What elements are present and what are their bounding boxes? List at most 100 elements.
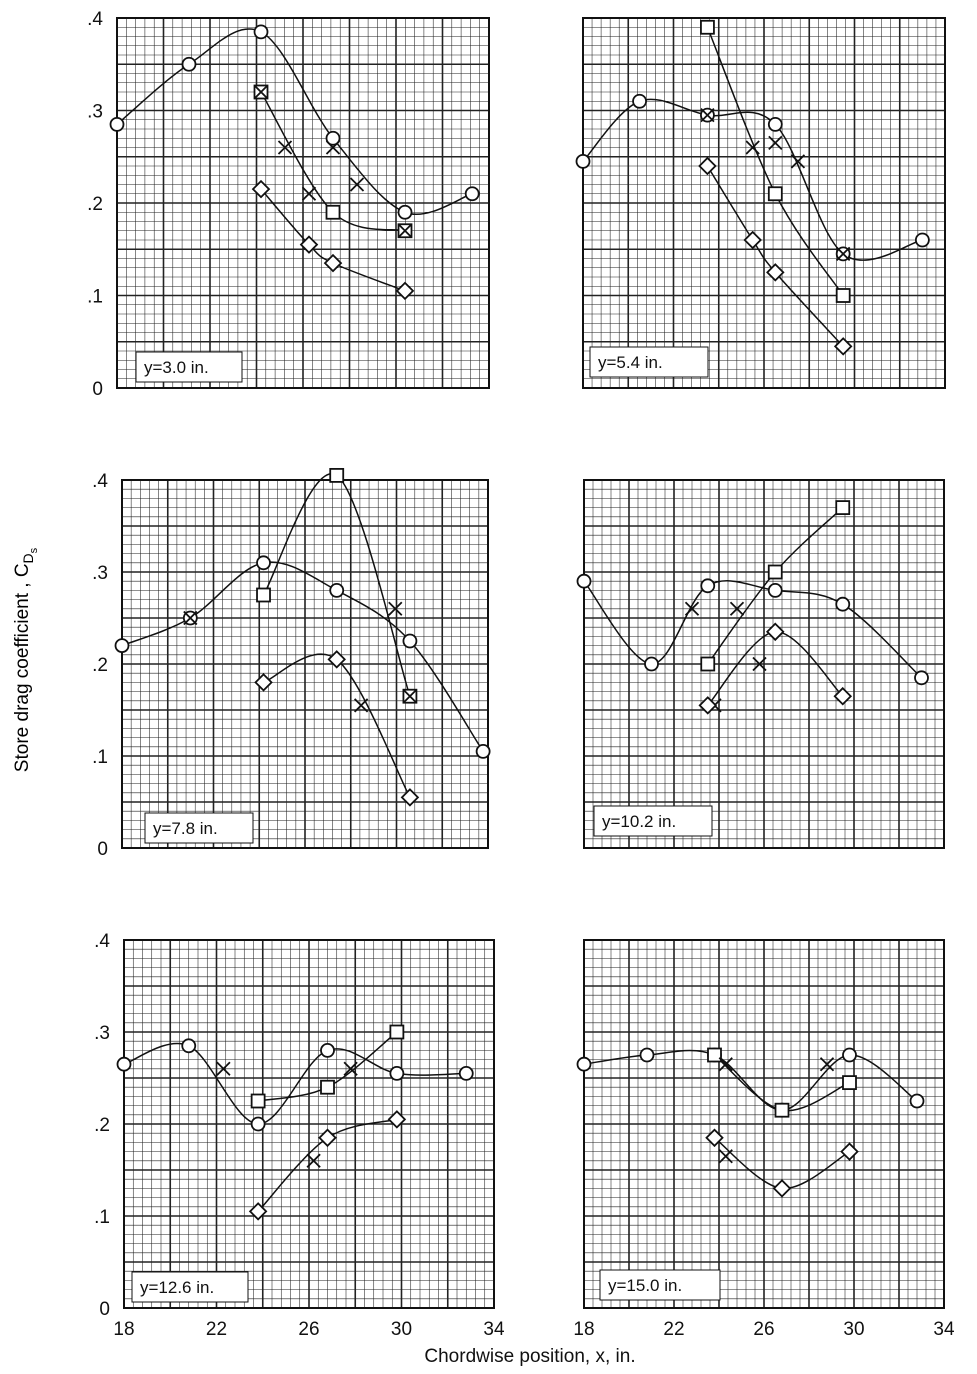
series-diamond bbox=[698, 156, 853, 356]
point-square bbox=[320, 1079, 335, 1095]
panel-3: 0 .1 .2 .3 .4 y=7.8 in. bbox=[92, 467, 491, 860]
series-diamond bbox=[254, 650, 420, 807]
point-circle bbox=[181, 56, 197, 72]
series-circle bbox=[114, 555, 491, 759]
grid bbox=[123, 939, 495, 1309]
point-diamond bbox=[705, 1128, 724, 1148]
plot-frame bbox=[582, 17, 946, 389]
x-tick-label: 18 bbox=[573, 1319, 594, 1340]
plot-frame bbox=[583, 939, 945, 1309]
point-x bbox=[729, 601, 745, 616]
grid bbox=[583, 479, 945, 849]
x-tick-label: 22 bbox=[663, 1319, 684, 1340]
point-circle bbox=[700, 578, 716, 594]
point-circle bbox=[842, 1047, 857, 1063]
point-circle bbox=[576, 1056, 592, 1072]
y-tick-label: .4 bbox=[92, 471, 108, 492]
point-diamond bbox=[698, 156, 717, 176]
series-circle bbox=[116, 1038, 474, 1132]
panel-label-box bbox=[599, 1269, 721, 1301]
panel-label-box bbox=[144, 812, 254, 844]
panel-label-box bbox=[593, 805, 713, 837]
series-diamond bbox=[698, 622, 853, 715]
point-diamond bbox=[743, 230, 762, 250]
point-circle bbox=[644, 656, 659, 672]
point-diamond bbox=[323, 253, 343, 273]
series-x bbox=[183, 601, 418, 713]
point-diamond bbox=[395, 281, 415, 301]
point-circle bbox=[250, 1116, 266, 1132]
series-x bbox=[216, 1061, 358, 1168]
grid bbox=[583, 939, 945, 1309]
point-circle bbox=[576, 573, 592, 589]
point-circle bbox=[835, 596, 851, 612]
point-circle bbox=[397, 204, 413, 220]
panels: 0 .1 .2 .3 .4 y=3.0 in. y=5.4 in. 0 .1 .2 .3 .4 y=7.… bbox=[87, 9, 955, 1340]
point-diamond bbox=[248, 1202, 268, 1221]
y-tick-label: .4 bbox=[94, 931, 110, 952]
point-square bbox=[389, 1024, 405, 1040]
point-diamond bbox=[254, 673, 273, 692]
point-diamond bbox=[299, 235, 319, 254]
panel-6: 18 22 26 30 34 y=15.0 in. bbox=[573, 939, 955, 1340]
point-circle bbox=[458, 1066, 474, 1081]
y-tick-label: .1 bbox=[92, 747, 108, 768]
panel-label: y=5.4 in. bbox=[598, 353, 663, 372]
point-circle bbox=[320, 1043, 335, 1058]
y-axis-label: Store drag coefficient , CDs bbox=[12, 547, 40, 772]
point-square bbox=[767, 186, 783, 202]
x-tick-label: 34 bbox=[933, 1319, 955, 1340]
x-tick-label: 30 bbox=[391, 1319, 412, 1340]
series-x bbox=[718, 1057, 835, 1164]
point-circle bbox=[639, 1047, 655, 1063]
point-diamond bbox=[318, 1128, 337, 1148]
panel-4: y=10.2 in. bbox=[576, 479, 945, 849]
point-x bbox=[768, 135, 783, 151]
point-circle bbox=[475, 744, 491, 759]
grid bbox=[116, 17, 490, 389]
y-tick-label: 0 bbox=[99, 1299, 110, 1320]
plot-frame bbox=[116, 17, 490, 389]
point-x bbox=[718, 1057, 733, 1072]
point-diamond bbox=[251, 179, 271, 199]
point-x bbox=[277, 140, 293, 155]
grid bbox=[121, 479, 489, 849]
series-square bbox=[250, 1024, 405, 1109]
point-circle bbox=[114, 638, 130, 653]
point-diamond bbox=[400, 788, 420, 807]
y-tick-label: .3 bbox=[87, 102, 103, 123]
panel-2: y=5.4 in. bbox=[575, 17, 946, 389]
plot-frame bbox=[583, 479, 945, 849]
series-x bbox=[700, 107, 851, 262]
point-circle bbox=[402, 633, 418, 649]
panel-label-box bbox=[589, 346, 709, 378]
point-circle bbox=[575, 153, 591, 169]
point-x bbox=[183, 610, 198, 626]
point-x bbox=[397, 223, 413, 238]
point-x bbox=[325, 140, 341, 155]
series-line bbox=[583, 580, 923, 679]
series-diamond bbox=[251, 179, 415, 301]
panel-1: 0 .1 .2 .3 .4 y=3.0 in. bbox=[87, 9, 490, 400]
series-square bbox=[700, 500, 851, 672]
series-line bbox=[706, 165, 844, 347]
x-tick-label: 18 bbox=[113, 1319, 134, 1340]
point-square bbox=[835, 500, 851, 516]
point-x bbox=[402, 689, 418, 704]
panel-label: y=12.6 in. bbox=[140, 1278, 214, 1297]
series-circle bbox=[576, 573, 929, 686]
panel-label: y=15.0 in. bbox=[608, 1276, 682, 1295]
x-tick-label: 26 bbox=[753, 1319, 774, 1340]
y-tick-label: .1 bbox=[87, 287, 103, 308]
point-x bbox=[790, 154, 806, 169]
point-circle bbox=[109, 116, 125, 132]
point-x bbox=[752, 656, 767, 672]
point-diamond bbox=[840, 1142, 859, 1161]
point-circle bbox=[632, 93, 647, 109]
point-diamond bbox=[698, 696, 718, 715]
y-tick-label: .4 bbox=[87, 9, 103, 30]
point-square bbox=[774, 1102, 790, 1118]
point-circle bbox=[116, 1056, 132, 1072]
x-tick-label: 30 bbox=[843, 1319, 864, 1340]
point-square bbox=[329, 467, 345, 483]
